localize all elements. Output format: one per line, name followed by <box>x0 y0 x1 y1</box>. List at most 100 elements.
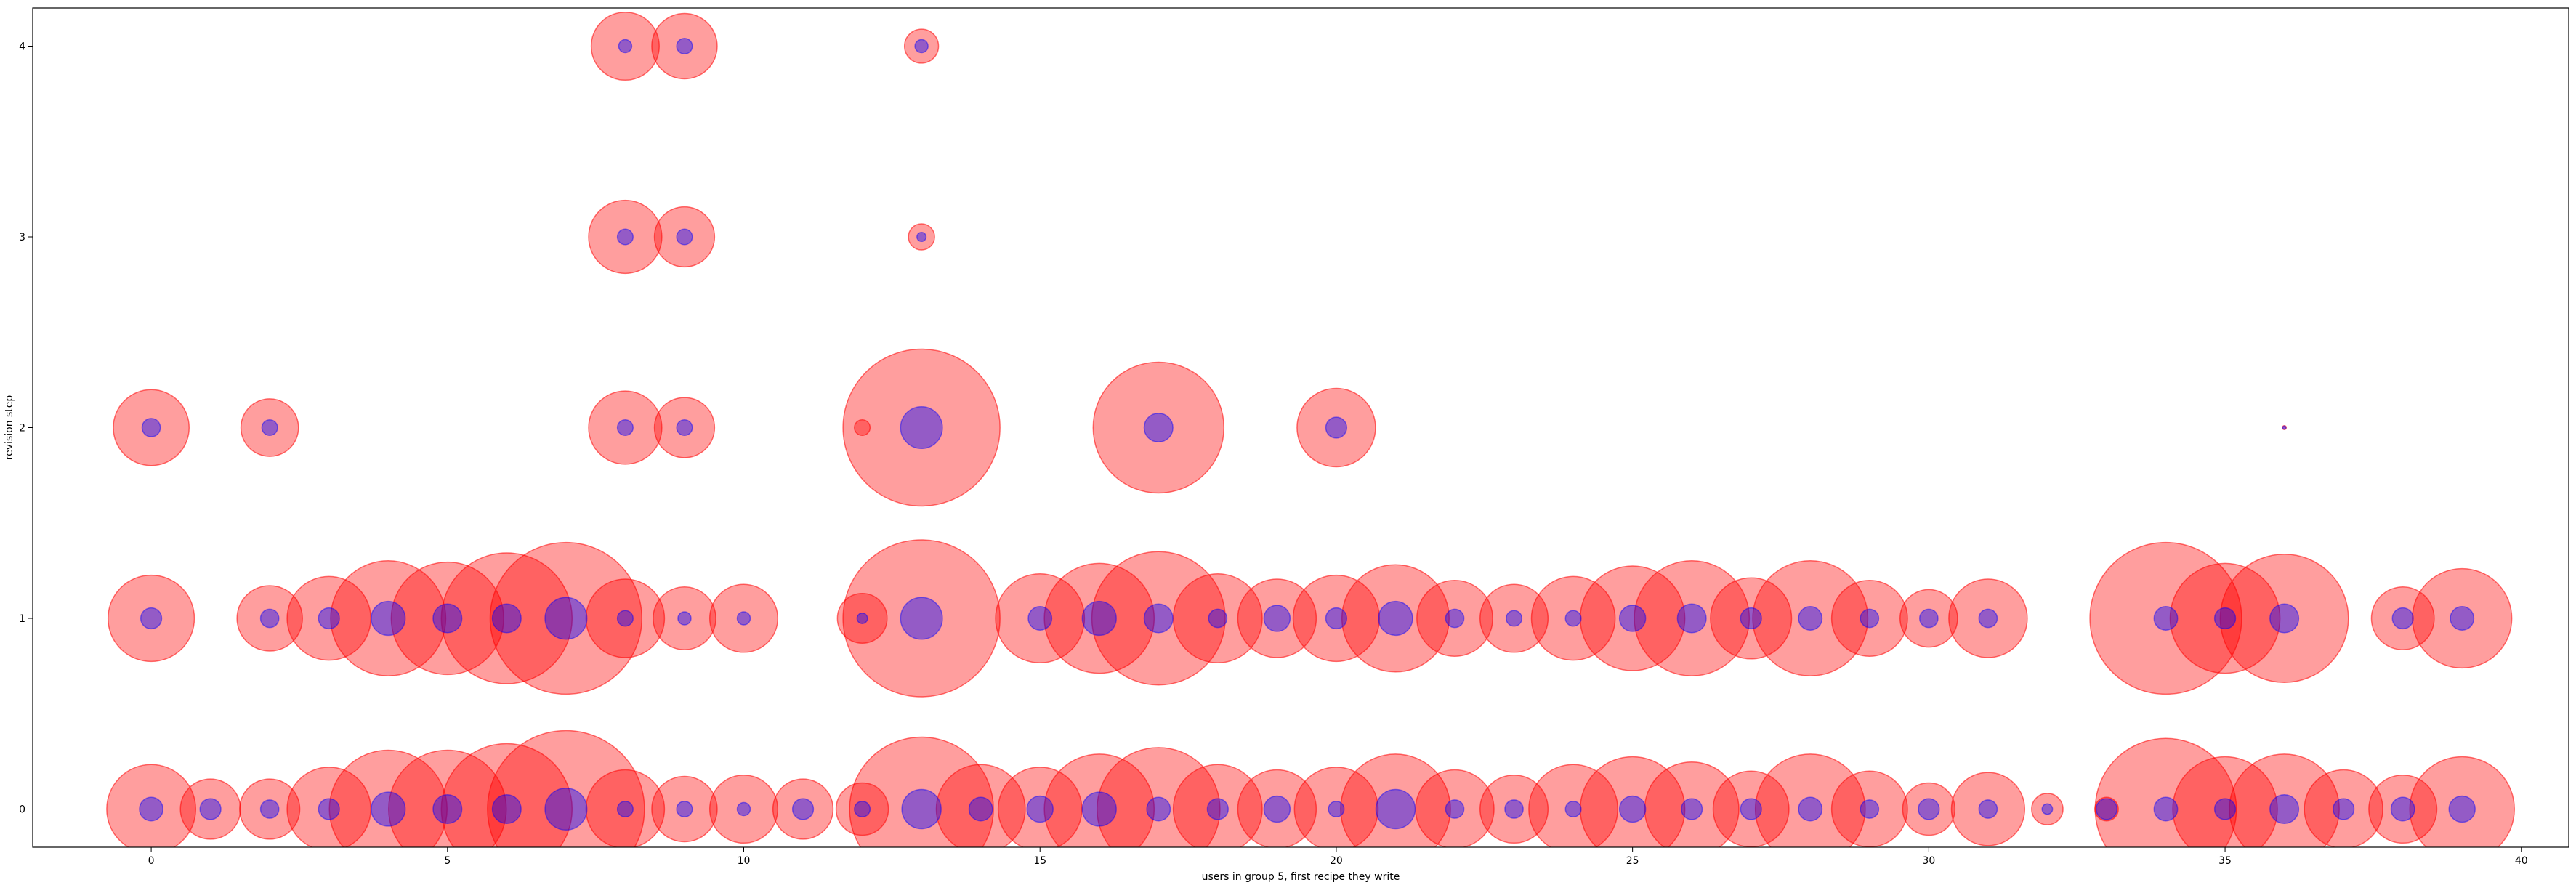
inner-bubble <box>854 800 871 818</box>
inner-bubble <box>791 798 815 820</box>
outer-bubble <box>854 419 871 437</box>
inner-bubble <box>1325 607 1348 630</box>
outer-bubble <box>487 730 645 847</box>
outer-bubble <box>1293 767 1379 847</box>
inner-bubble <box>259 608 280 629</box>
outer-bubble <box>2368 774 2438 844</box>
outer-bubble <box>440 743 573 847</box>
outer-bubble <box>1754 753 1866 847</box>
inner-bubble <box>2213 798 2237 820</box>
inner-bubble <box>1208 608 1228 629</box>
outer-bubble <box>903 28 940 64</box>
inner-bubble <box>1146 796 1171 822</box>
outer-bubble <box>997 767 1083 847</box>
outer-bubble <box>590 11 660 81</box>
outer-bubble <box>2282 425 2288 430</box>
y-tick-label: 1 <box>19 613 25 625</box>
inner-bubble <box>139 796 164 822</box>
inner-bubble <box>900 597 943 640</box>
outer-bubble <box>1043 753 1155 847</box>
outer-bubble <box>1415 769 1495 847</box>
inner-bubble <box>736 611 751 626</box>
outer-bubble <box>489 541 643 695</box>
outer-bubble <box>772 778 834 840</box>
inner-bubble <box>1918 608 1939 629</box>
outer-bubble <box>1644 761 1740 847</box>
inner-bubble <box>141 418 161 437</box>
outer-bubble <box>2412 567 2513 669</box>
outer-bubble <box>1292 574 1381 663</box>
y-tick-label: 0 <box>19 804 25 816</box>
outer-bubble <box>236 585 303 652</box>
outer-bubble <box>908 223 935 251</box>
outer-bubble <box>2172 756 2278 847</box>
inner-bubble <box>2095 798 2118 820</box>
outer-bubble <box>1091 551 1226 686</box>
outer-bubble <box>842 348 1001 507</box>
inner-bubble <box>2448 795 2476 823</box>
outer-bubble <box>106 764 197 847</box>
y-axis-label: revision step <box>4 395 15 461</box>
outer-bubble <box>1830 580 1908 657</box>
outer-bubble <box>330 560 447 676</box>
inner-bubble <box>1506 610 1523 627</box>
outer-bubble <box>179 778 241 840</box>
outer-bubble <box>835 782 889 836</box>
inner-bubble <box>544 597 588 640</box>
inner-bubble <box>616 228 634 246</box>
inner-bubble <box>2041 803 2054 815</box>
inner-bubble <box>968 796 993 822</box>
inner-bubble <box>2269 603 2300 634</box>
outer-bubble <box>651 775 718 843</box>
outer-bubble <box>2229 753 2340 847</box>
inner-bubble <box>1564 610 1582 627</box>
inner-bubble <box>2391 607 2414 630</box>
x-axis: 0 5 10 15 20 25 30 35 40 <box>148 847 2528 867</box>
inner-bubble <box>856 613 868 624</box>
inner-bubble <box>140 607 163 630</box>
outer-bubble <box>2409 756 2515 847</box>
inner-bubble <box>1676 603 1707 634</box>
x-tick-label: 40 <box>2515 855 2528 867</box>
inner-bubble <box>677 611 692 626</box>
x-tick-label: 30 <box>1922 855 1935 867</box>
inner-bubble <box>1681 798 1703 820</box>
outer-bubble <box>113 389 190 466</box>
x-tick-label: 15 <box>1033 855 1046 867</box>
inner-bubble <box>1143 603 1174 634</box>
inner-bubble <box>1328 800 1345 818</box>
outer-bubble <box>1528 764 1619 847</box>
outer-bubble <box>2094 738 2237 847</box>
outer-bubble <box>935 764 1026 847</box>
inner-bubble <box>199 798 222 820</box>
outer-bubble <box>388 749 507 847</box>
outer-bubble <box>836 593 888 644</box>
outer-bubble <box>653 397 716 458</box>
inner-bubble <box>676 419 693 437</box>
outer-bubble <box>2169 562 2281 674</box>
inner-bubble <box>900 405 943 450</box>
outer-bubble <box>2031 793 2064 825</box>
inner-bubble <box>2450 606 2475 631</box>
outer-bubble <box>1902 782 1956 836</box>
inner-bubble <box>1798 796 1823 822</box>
inner-bubble <box>1375 788 1416 830</box>
outer-bubble <box>1634 560 1751 676</box>
outer-bubble <box>2370 586 2435 650</box>
inner-bubble <box>1860 799 1880 819</box>
outer-bubble <box>651 12 718 80</box>
inner-bubble <box>259 799 280 819</box>
outer-bubble <box>588 199 663 275</box>
outer-bubble <box>653 206 716 268</box>
inner-bubble <box>2390 796 2415 822</box>
outer-bubble <box>708 774 779 844</box>
inner-bubble <box>318 798 340 820</box>
outer-bubble <box>1416 580 1493 657</box>
inner-bubble <box>1740 607 1762 630</box>
inner-bubble <box>2282 425 2287 430</box>
outer-bubble <box>1341 564 1450 673</box>
outer-bubble <box>1237 769 1317 847</box>
outer-bubble <box>1530 575 1616 661</box>
outer-bubble <box>1479 774 1549 844</box>
y-tick-label: 2 <box>19 423 25 435</box>
